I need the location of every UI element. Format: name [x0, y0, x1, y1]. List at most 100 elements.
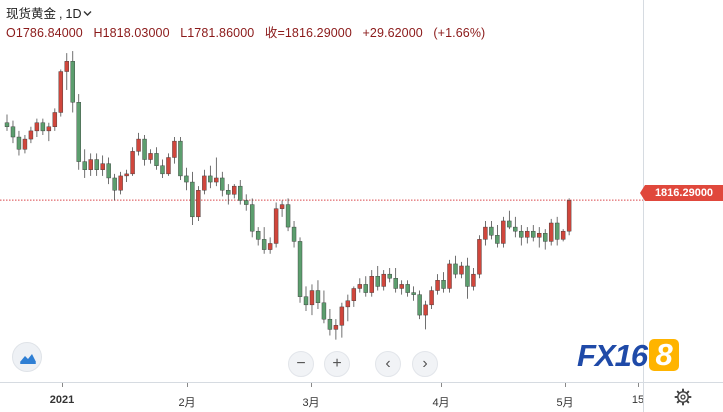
- candle-body: [519, 230, 524, 238]
- candle-body: [154, 153, 159, 166]
- candle: [22, 134, 28, 154]
- candlestick-series: [0, 51, 643, 340]
- candle: [387, 268, 392, 283]
- candle-body: [226, 190, 231, 195]
- candle-body: [124, 173, 129, 177]
- candle: [94, 153, 99, 176]
- candle-body: [112, 177, 117, 191]
- candle-body: [28, 130, 34, 140]
- candle-body: [178, 140, 183, 177]
- candle-body: [88, 159, 93, 170]
- candle: [124, 169, 129, 183]
- candle-body: [423, 304, 428, 316]
- candle-body: [465, 265, 470, 287]
- candle-body: [548, 222, 554, 242]
- chevron-down-icon[interactable]: [83, 6, 92, 24]
- candle: [166, 153, 171, 176]
- candle: [453, 255, 458, 279]
- high-value: H1818.03000: [93, 26, 170, 40]
- candle-body: [513, 226, 518, 232]
- interval-label[interactable]: 1D: [65, 7, 82, 21]
- candle: [142, 134, 147, 166]
- candle-body: [411, 292, 416, 295]
- candle: [375, 265, 380, 291]
- candle-body: [202, 175, 207, 191]
- candle: [58, 69, 64, 117]
- candle: [405, 280, 410, 297]
- zoom-out-button[interactable]: −: [288, 351, 314, 377]
- candle: [136, 132, 141, 156]
- candle-body: [357, 284, 363, 289]
- scroll-left-button[interactable]: ‹: [375, 351, 401, 377]
- candle-body: [16, 136, 22, 150]
- time-label-may: 5月: [556, 397, 574, 409]
- candle-body: [477, 239, 482, 275]
- candle: [172, 137, 177, 164]
- candle: [519, 225, 524, 246]
- instrument-legend[interactable]: 现货黄金, 1D: [6, 5, 92, 25]
- candle-body: [208, 175, 213, 183]
- candle: [411, 286, 416, 301]
- candle: [16, 130, 22, 156]
- candle-body: [106, 163, 111, 179]
- candle-body: [351, 288, 357, 301]
- candle-body: [220, 177, 225, 191]
- candle-body: [327, 318, 333, 330]
- candle: [495, 225, 500, 248]
- gear-icon[interactable]: [674, 388, 692, 406]
- candle-body: [345, 300, 351, 308]
- tradingview-logo-icon[interactable]: [12, 342, 42, 372]
- candle: [46, 122, 52, 142]
- candle: [483, 220, 488, 246]
- candle: [321, 290, 327, 324]
- candle-body: [321, 302, 327, 320]
- candle: [184, 167, 189, 191]
- candle-body: [471, 273, 476, 287]
- candle: [459, 261, 464, 279]
- candle: [531, 225, 536, 242]
- open-value: O1786.84000: [6, 26, 83, 40]
- axis-corner: [643, 382, 723, 412]
- candle: [118, 171, 123, 195]
- candle: [196, 186, 201, 221]
- candle-body: [363, 284, 368, 293]
- candle-body: [64, 61, 70, 72]
- candle: [393, 268, 398, 293]
- change-value: +29.62000: [362, 26, 423, 40]
- candle: [465, 257, 470, 299]
- candle-body: [285, 204, 291, 228]
- candle-body: [315, 290, 321, 304]
- candle-body: [136, 138, 141, 152]
- brand-suffix: 8: [649, 339, 680, 371]
- candle-body: [501, 220, 506, 244]
- candle: [435, 274, 440, 295]
- candle: [513, 216, 518, 238]
- candle: [363, 276, 368, 297]
- candle: [255, 227, 261, 246]
- time-tick: [187, 383, 188, 387]
- candle-body: [459, 265, 464, 275]
- candle-body: [435, 280, 440, 291]
- candle-body: [40, 122, 46, 132]
- candle: [4, 114, 10, 131]
- candle: [52, 108, 58, 131]
- candle-body: [303, 296, 309, 306]
- candle: [369, 270, 374, 297]
- candle-body: [531, 230, 536, 238]
- candle: [190, 171, 195, 226]
- time-axis[interactable]: 2021 2月 3月 4月 5月 15: [0, 382, 644, 412]
- candle: [279, 200, 285, 217]
- candle: [40, 118, 46, 135]
- candle-body: [46, 126, 52, 132]
- zoom-in-button[interactable]: +: [324, 351, 350, 377]
- scroll-right-button[interactable]: ›: [412, 351, 438, 377]
- candle-body: [554, 222, 560, 240]
- candle: [130, 147, 135, 176]
- brand-prefix: FX16: [577, 338, 648, 373]
- close-value: 收=1816.29000: [264, 26, 352, 40]
- candle-body: [291, 226, 297, 242]
- candle: [345, 294, 351, 322]
- time-label-feb: 2月: [178, 397, 196, 409]
- candle: [82, 149, 87, 178]
- chart-area[interactable]: 现货黄金, 1D O1786.84000 H1818.03000 L1781.86…: [0, 0, 643, 382]
